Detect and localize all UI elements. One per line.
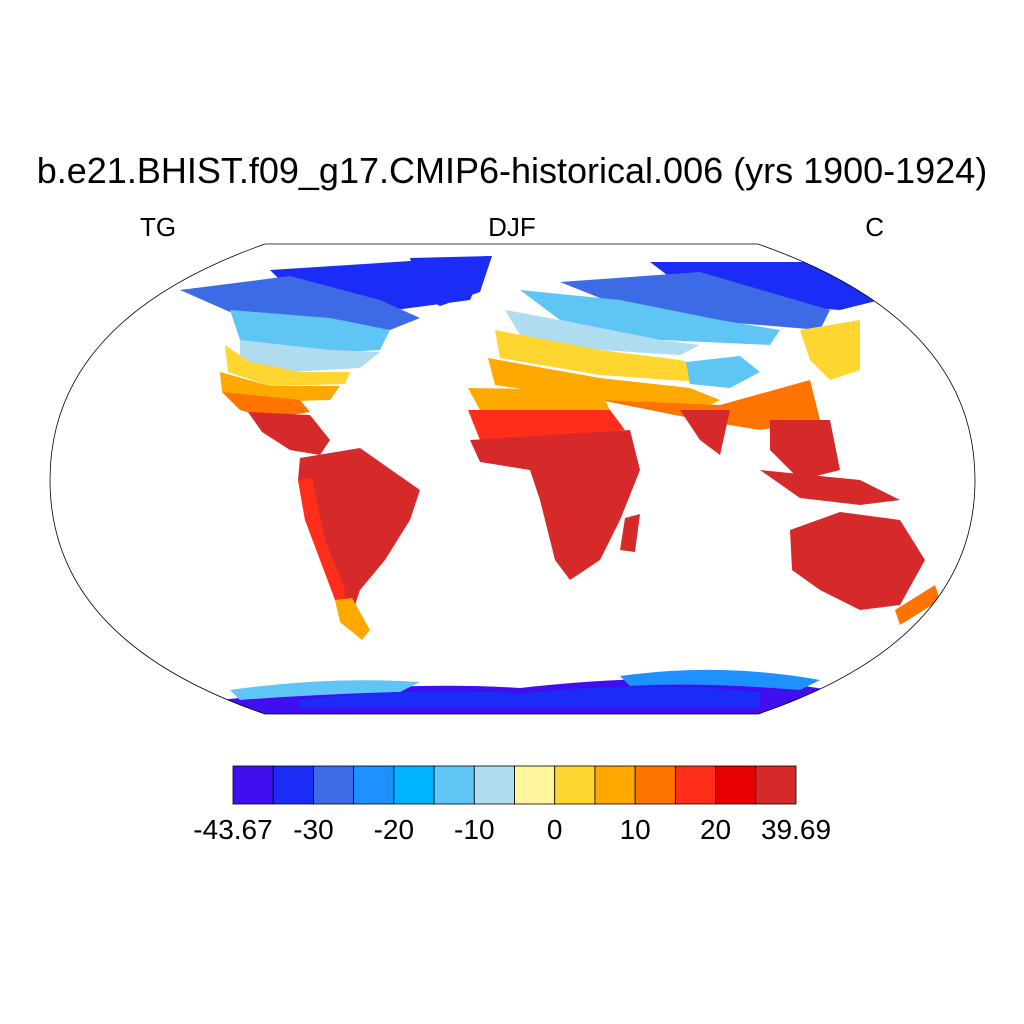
s-america: [298, 448, 420, 620]
land-fill: [180, 256, 940, 714]
antarctica-edge: [230, 680, 420, 700]
n-america-yellow: [225, 345, 350, 386]
n-america-cold: [180, 276, 420, 330]
variable-label: TG: [140, 212, 177, 242]
season-label: DJF: [488, 212, 536, 242]
colorbar-swatch: [755, 765, 797, 805]
colorbar-label: 39.69: [760, 814, 832, 845]
colorbar-swatch: [554, 765, 596, 805]
n-america-south: [222, 392, 310, 418]
colorbar-swatch: [473, 765, 515, 805]
colorbar-swatch: [674, 765, 716, 805]
australia: [790, 512, 925, 610]
greenland: [410, 256, 492, 306]
mideast-orange: [488, 358, 720, 410]
colorbar-swatch: [232, 765, 274, 805]
s-america-south: [335, 598, 370, 640]
eurasia-mild: [505, 310, 700, 355]
plot-title: b.e21.BHIST.f09_g17.CMIP6-historical.006…: [36, 150, 988, 191]
colorbar-label: -20: [373, 814, 415, 845]
colorbar-label: -30: [293, 814, 334, 845]
colorbar-label: 20: [699, 814, 732, 845]
colorbar-label: -10: [454, 814, 495, 845]
india-seasia: [680, 410, 840, 480]
units-label: C: [865, 212, 884, 242]
africa-sahel: [468, 410, 625, 440]
antarctica-mid: [300, 686, 760, 708]
colorbar-swatch: [313, 765, 355, 805]
colorbar-swatch: [634, 765, 676, 805]
eurasia-cool: [520, 290, 780, 345]
asia-south: [600, 380, 820, 430]
colorbar-label: 0: [546, 814, 563, 845]
indonesia: [760, 470, 900, 505]
antarctica-edge-2: [620, 669, 820, 690]
colorbar-label: 10: [619, 814, 651, 845]
colorbar-swatch: [514, 765, 556, 805]
colorbar-swatch: [594, 765, 636, 805]
eurasia-yellow: [495, 330, 720, 382]
colorbar-label: -43.67: [193, 814, 273, 845]
eurasia-cold: [560, 272, 830, 330]
tibet-cold: [686, 356, 760, 388]
n-america-orange: [220, 372, 340, 402]
africa-main: [470, 430, 640, 580]
new-zealand: [895, 585, 940, 625]
africa-north: [468, 388, 610, 415]
s-america-west-rim: [298, 478, 345, 620]
colorbar-swatch: [433, 765, 475, 805]
colorbar-swatch: [393, 765, 435, 805]
map-border: [49, 243, 976, 715]
n-america-mild: [240, 340, 380, 372]
colorbar-swatch: [715, 765, 757, 805]
east-asia: [800, 320, 860, 380]
colorbar-swatch: [272, 765, 314, 805]
central-america: [248, 412, 330, 455]
colorbar-swatch: [353, 765, 395, 805]
madagascar: [620, 514, 640, 552]
